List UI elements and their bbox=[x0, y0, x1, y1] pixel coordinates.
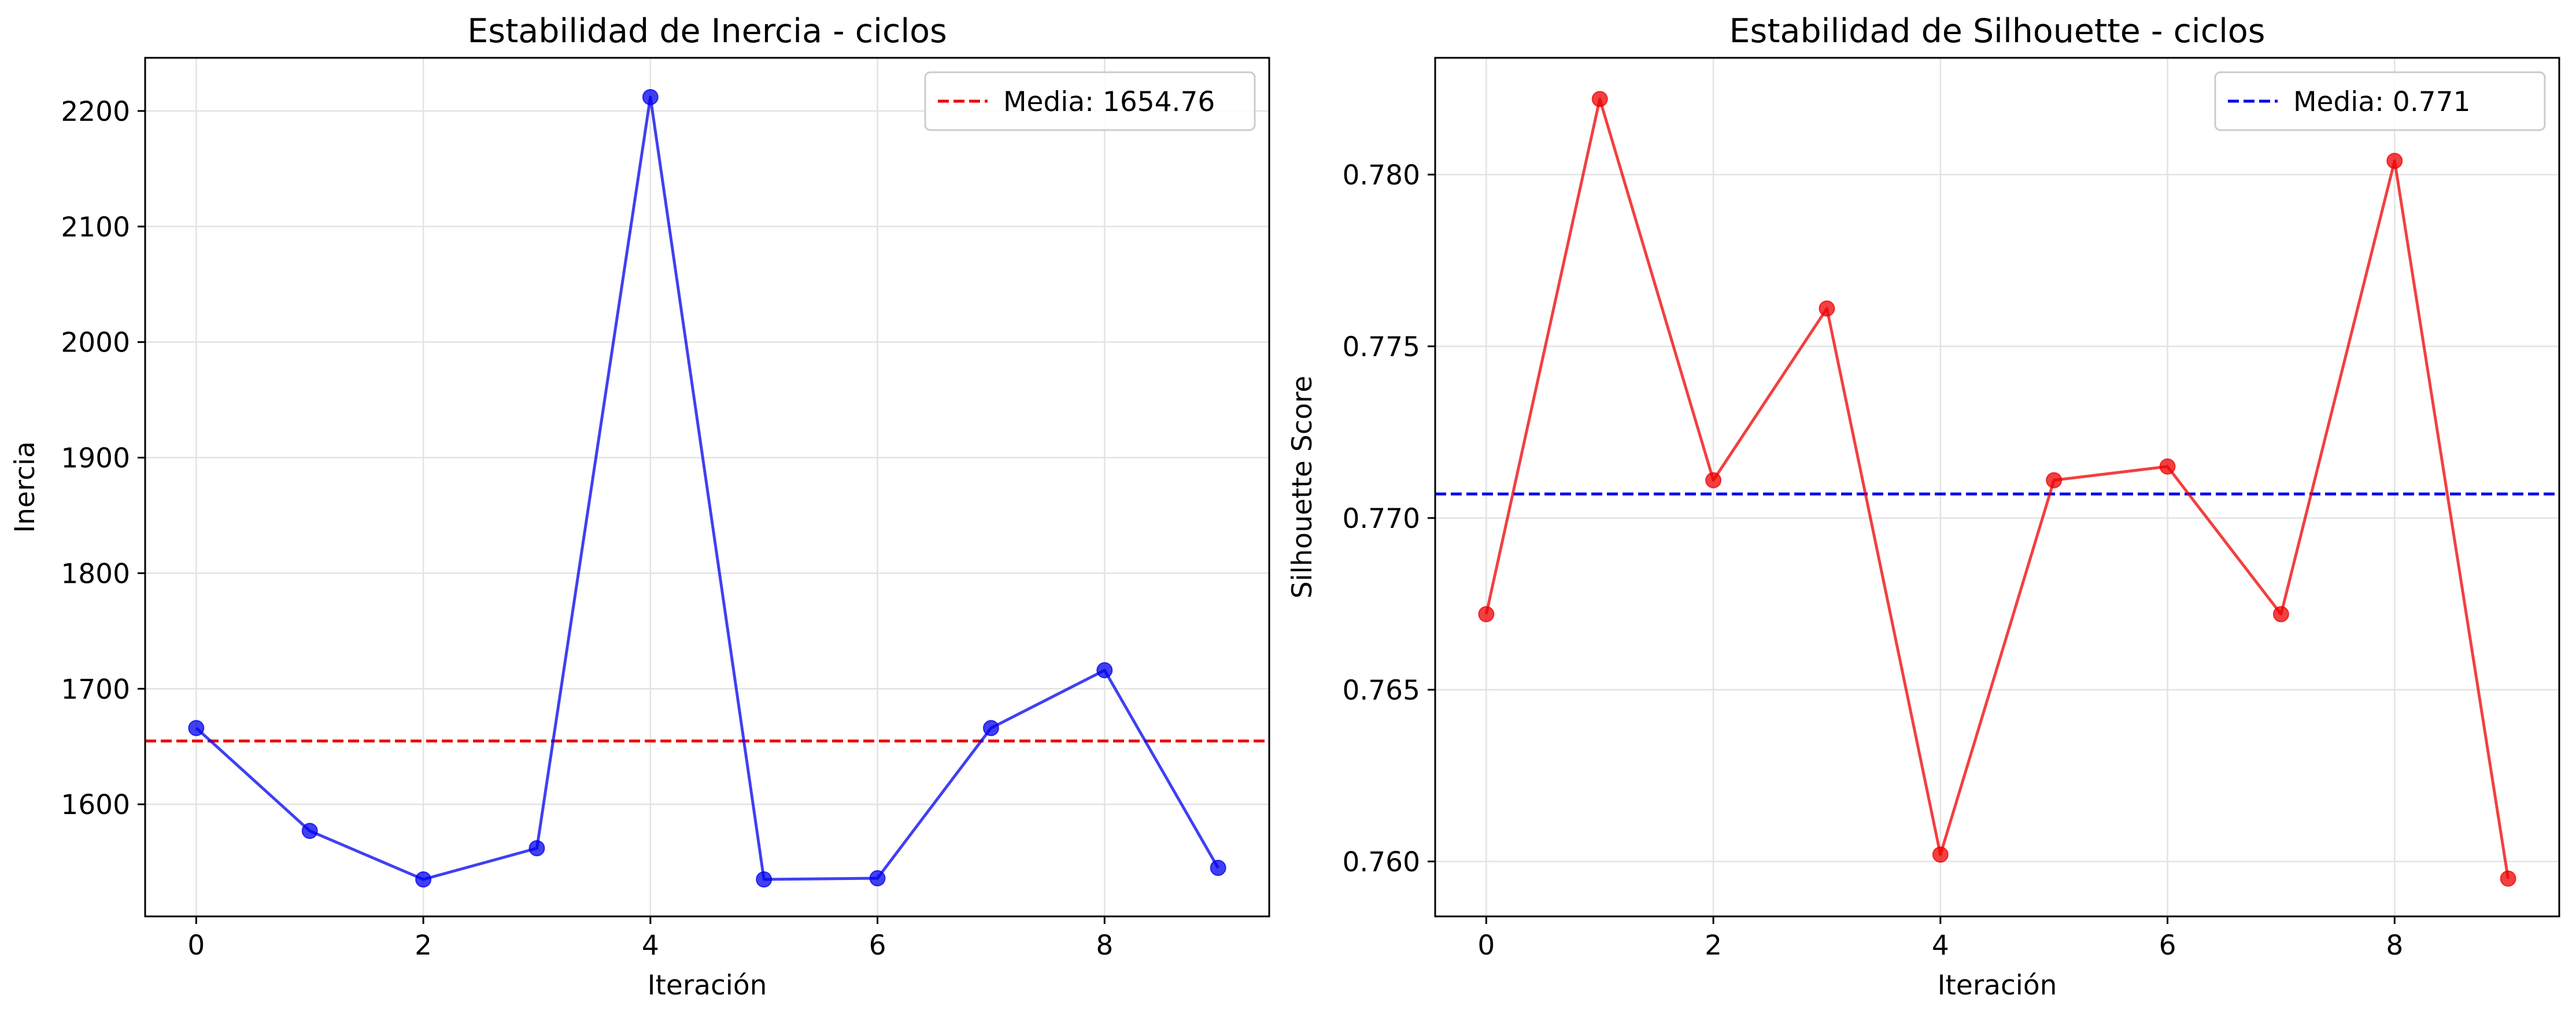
data-point bbox=[2046, 472, 2063, 489]
data-point bbox=[528, 840, 545, 857]
y-tick-label: 0.770 bbox=[1342, 503, 1420, 535]
chart-title: Estabilidad de Inercia - ciclos bbox=[467, 12, 947, 50]
silhouette-stability-chart: 0 2 4 6 8 0.760 0.765 0.770 0.775 0.780 Estabilida… bbox=[1287, 12, 2560, 1001]
data-point bbox=[188, 720, 205, 737]
data-point bbox=[869, 870, 886, 887]
x-tick-label: 2 bbox=[415, 930, 432, 961]
y-tick-label: 1800 bbox=[61, 558, 130, 590]
x-tick-label: 6 bbox=[2159, 930, 2176, 961]
data-point bbox=[2500, 870, 2516, 887]
x-tick-label: 4 bbox=[1932, 930, 1949, 961]
y-tick-label: 0.775 bbox=[1342, 331, 1420, 363]
data-point bbox=[1819, 300, 1835, 317]
x-tick-label: 6 bbox=[869, 930, 886, 961]
axes-frame bbox=[1434, 57, 2560, 918]
data-point bbox=[756, 871, 773, 888]
x-axis-label: Iteración bbox=[648, 970, 767, 1001]
y-tick-label: 0.765 bbox=[1342, 675, 1420, 707]
y-tick-label: 1600 bbox=[61, 789, 130, 821]
data-point bbox=[1478, 606, 1495, 623]
data-point bbox=[1705, 472, 1722, 489]
y-tick-label: 2200 bbox=[61, 96, 130, 128]
legend-label: Media: 0.771 bbox=[2293, 86, 2471, 118]
plot-area bbox=[1435, 58, 2559, 916]
data-point bbox=[642, 88, 659, 105]
data-point bbox=[301, 823, 318, 840]
y-tick-label: 0.780 bbox=[1342, 160, 1420, 191]
axes-frame bbox=[144, 57, 1270, 918]
x-tick-label: 4 bbox=[642, 930, 659, 961]
x-axis-label: Iteración bbox=[1938, 970, 2057, 1001]
data-point bbox=[415, 871, 432, 888]
legend-box bbox=[924, 71, 1256, 131]
y-tick-label: 2100 bbox=[61, 212, 130, 243]
y-axis-label: Inercia bbox=[9, 441, 41, 533]
data-point bbox=[2272, 606, 2289, 623]
legend-box bbox=[2214, 71, 2546, 131]
x-tick-label: 8 bbox=[2386, 930, 2403, 961]
x-tick-label: 0 bbox=[187, 930, 205, 961]
data-point bbox=[1210, 860, 1226, 877]
legend-label: Media: 1654.76 bbox=[1003, 86, 1215, 118]
x-tick-label: 8 bbox=[1096, 930, 1113, 961]
x-tick-label: 2 bbox=[1705, 930, 1722, 961]
y-tick-label: 1900 bbox=[61, 443, 130, 475]
data-point bbox=[1591, 91, 1608, 108]
data-point bbox=[2159, 458, 2176, 475]
data-point bbox=[2386, 153, 2403, 169]
inertia-stability-chart: 0 2 4 6 8 1600 1700 1800 1900 2000 2100 2200 Estabil… bbox=[9, 12, 1270, 1001]
y-tick-label: 1700 bbox=[61, 674, 130, 705]
series-line bbox=[195, 95, 1219, 881]
data-point bbox=[982, 720, 999, 737]
y-tick-label: 0.760 bbox=[1342, 846, 1420, 878]
x-tick-label: 0 bbox=[1477, 930, 1495, 961]
y-tick-label: 2000 bbox=[61, 327, 130, 359]
series-line bbox=[1484, 97, 2510, 879]
data-point bbox=[1932, 846, 1949, 863]
data-point bbox=[1096, 662, 1113, 679]
y-axis-label: Silhouette Score bbox=[1287, 376, 1318, 599]
chart-title: Estabilidad de Silhouette - ciclos bbox=[1729, 12, 2265, 50]
